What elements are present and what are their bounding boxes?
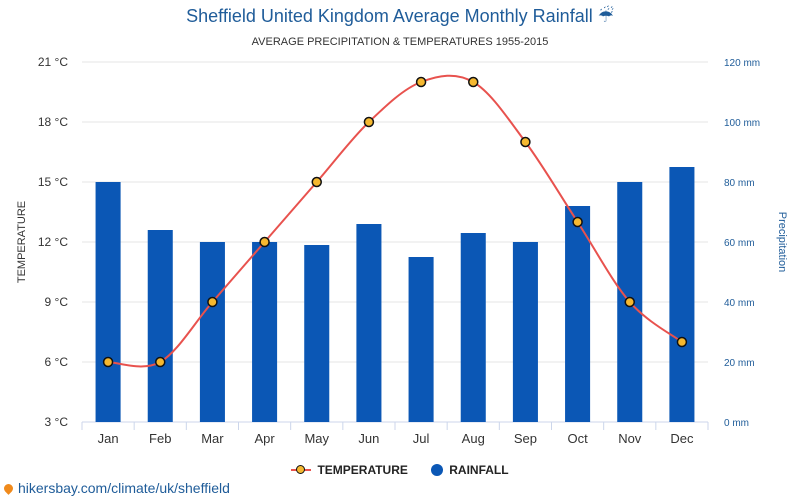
legend-item-temperature[interactable]: TEMPERATURE [291,463,408,477]
temperature-point[interactable] [102,356,114,368]
x-tick-label: Oct [567,431,588,446]
right-tick-label: 40 mm [724,298,755,309]
chart-subtitle: AVERAGE PRECIPITATION & TEMPERATURES 195… [251,36,549,48]
legend-item-rainfall[interactable]: RAINFALL [431,463,509,477]
x-tick-label: Jun [358,431,379,446]
temperature-point[interactable] [311,176,322,188]
right-tick-label: 80 mm [724,178,755,189]
x-tick-label: Jul [413,431,430,446]
rainfall-dot-icon [431,464,444,476]
legend-label-rainfall: RAINFALL [449,463,509,477]
right-tick-label: 100 mm [724,118,760,129]
x-tick-label: Aug [462,431,485,446]
location-pin-icon [2,481,15,495]
legend-label-temperature: TEMPERATURE [317,463,408,477]
right-tick-label: 20 mm [724,358,755,369]
left-tick-label: 12 °C [38,235,68,249]
left-tick-label: 21 °C [38,55,68,69]
x-tick-label: Sep [514,431,537,446]
rainfall-bar[interactable] [408,257,434,422]
rainfall-bar[interactable] [512,242,538,422]
x-tick-label: May [304,431,329,446]
x-tick-label: Jan [98,431,119,446]
x-tick-label: Feb [149,431,171,446]
rainfall-bar[interactable] [356,224,382,422]
right-tick-label: 60 mm [724,238,755,249]
temperature-point[interactable] [363,116,375,128]
left-tick-label: 9 °C [45,295,69,309]
x-tick-label: Dec [670,431,694,446]
temperature-point[interactable] [676,336,688,348]
rainfall-bar[interactable] [565,206,591,422]
left-tick-label: 18 °C [38,115,68,129]
footer-url: hikersbay.com/climate/uk/sheffield [18,480,230,496]
temperature-point[interactable] [520,136,531,148]
left-axis-title: TEMPERATURE [16,201,28,283]
right-tick-label: 120 mm [724,58,760,69]
temperature-point[interactable] [207,296,218,308]
temperature-line [108,74,683,368]
rainfall-bar[interactable] [199,242,225,422]
temperature-point[interactable] [624,296,635,308]
temperature-point[interactable] [415,76,427,88]
legend: TEMPERATURE RAINFALL [0,463,800,479]
rainfall-bar[interactable] [304,245,330,422]
temperature-point[interactable] [572,216,583,228]
x-tick-label: Apr [254,431,275,446]
x-tick-label: Mar [201,431,224,446]
right-tick-label: 0 mm [724,418,749,429]
rainfall-chart: 3 °C 0 mm 6 °C 20 mm 9 °C 40 mm 12 °C 60 mm 15 °… [16,55,788,446]
rainfall-bar[interactable] [95,182,121,422]
footer-link[interactable]: hikersbay.com/climate/uk/sheffield [2,480,230,496]
chart-title: Sheffield United Kingdom Average Monthly… [186,6,614,26]
temperature-line-icon [291,464,312,476]
left-tick-label: 15 °C [38,175,68,189]
rainfall-bar[interactable] [460,233,486,422]
right-axis-title: Precipitation [776,212,788,273]
left-tick-label: 3 °C [45,415,69,429]
temperature-point[interactable] [155,356,166,368]
rainfall-bar[interactable] [669,167,695,422]
rainfall-bar[interactable] [252,242,278,422]
temperature-point[interactable] [468,76,479,88]
x-tick-label: Nov [618,431,642,446]
rainfall-bar[interactable] [147,230,173,422]
left-tick-label: 6 °C [45,355,69,369]
temperature-point[interactable] [259,236,270,248]
